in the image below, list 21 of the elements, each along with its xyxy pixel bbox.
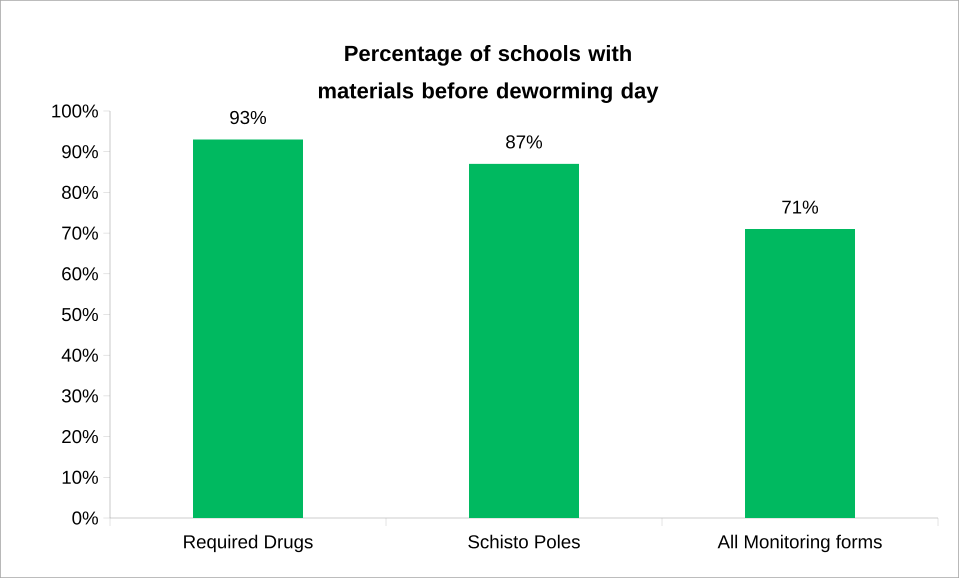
y-tick-label: 0% (72, 511, 98, 525)
data-label: 87% (506, 135, 542, 149)
chart-title: Percentage of schools with materials before deworming day (318, 45, 658, 103)
data-label: 93% (230, 110, 266, 124)
y-tick-label: 100% (52, 104, 98, 118)
y-tick-label: 50% (62, 308, 98, 322)
y-tick-label: 60% (62, 267, 98, 280)
y-tick-label: 90% (62, 145, 98, 158)
y-tick-label: 40% (62, 348, 98, 362)
y-tick-label: 70% (62, 226, 98, 240)
y-tick-label: 30% (62, 389, 98, 403)
bar (469, 164, 580, 518)
y-tick-label: 20% (62, 430, 98, 444)
x-tick-label: All Monitoring forms (718, 534, 882, 552)
data-label: 71% (782, 200, 818, 214)
bar (745, 229, 856, 518)
y-tick-label: 80% (62, 186, 98, 200)
bar (193, 139, 304, 518)
y-tick-label: 10% (62, 470, 98, 484)
x-tick-label: Schisto Poles (468, 534, 580, 548)
x-tick-label: Required Drugs (184, 534, 313, 552)
